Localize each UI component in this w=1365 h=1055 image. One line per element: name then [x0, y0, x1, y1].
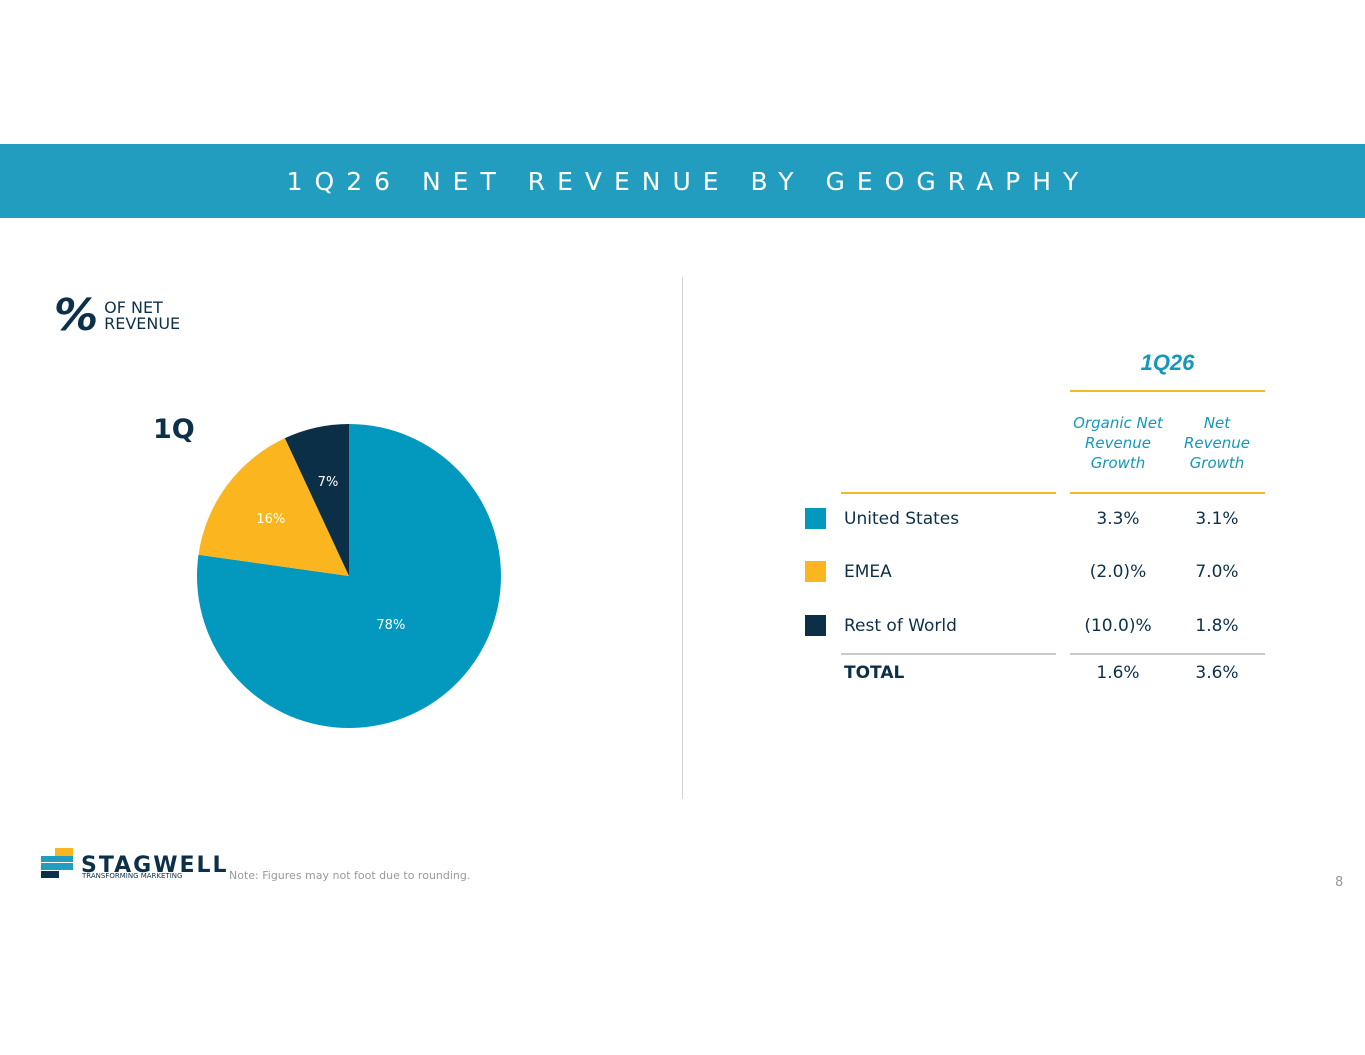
rest-of-world-swatch [805, 615, 826, 636]
pie-panel-label: % OF NET REVENUE [54, 290, 180, 341]
period-rule [1070, 390, 1265, 392]
organic-header-line-1: Organic Net [1073, 414, 1163, 432]
table-row-rest-of-world: Rest of World (10.0)% 1.8% [805, 615, 1275, 637]
net-growth-value: 3.1% [1195, 509, 1239, 529]
organic-growth-value: (10.0)% [1084, 616, 1152, 636]
percent-icon: % [54, 290, 99, 341]
total-organic-growth: 1.6% [1096, 663, 1140, 683]
emea-swatch [805, 561, 826, 582]
row-label: EMEA [844, 562, 892, 582]
logo-wordmark: STAGWELL [81, 853, 229, 878]
stagwell-logo: STAGWELL TRANSFORMING MARKETING [41, 848, 227, 885]
logo-tagline: TRANSFORMING MARKETING [82, 872, 183, 880]
pie-slice-rest-of-world [284, 424, 349, 576]
pie-panel-caption: OF NET REVENUE [104, 300, 180, 332]
pie-label-emea: 16% [256, 512, 285, 527]
row-label: Rest of World [844, 616, 957, 636]
organic-growth-value: 3.3% [1096, 509, 1140, 529]
pie-label-rest-of-world: 7% [318, 475, 339, 490]
organic-growth-value: (2.0)% [1089, 562, 1147, 582]
table-row-total: TOTAL 1.6% 3.6% [805, 662, 1275, 684]
organic-header-line-3: Growth [1090, 454, 1146, 472]
pie-slice-united-states [197, 424, 502, 728]
row-label: United States [844, 509, 960, 529]
table-period-header: 1Q26 [1140, 350, 1195, 375]
stagwell-logo-mark-icon [41, 848, 73, 878]
panel-divider [682, 277, 683, 799]
total-label: TOTAL [844, 663, 905, 683]
net-header-line-1: Net [1203, 414, 1231, 432]
net-header-line-2: Revenue [1184, 434, 1250, 452]
net-growth-header: Net Revenue Growth [1169, 413, 1265, 473]
pie-label-united-states: 78% [376, 618, 405, 633]
table-row-united-states: United States 3.3% 3.1% [805, 508, 1275, 530]
organic-header-line-2: Revenue [1085, 434, 1151, 452]
total-rule-values [1070, 653, 1265, 655]
footnote: Note: Figures may not foot due to roundi… [229, 869, 471, 882]
organic-growth-header: Organic Net Revenue Growth [1070, 413, 1166, 473]
total-rule-label [841, 653, 1056, 655]
net-growth-value: 1.8% [1195, 616, 1239, 636]
total-net-growth: 3.6% [1195, 663, 1239, 683]
net-growth-value: 7.0% [1195, 562, 1239, 582]
header-rule-label [841, 492, 1056, 494]
page-title: 1Q26 NET REVENUE BY GEOGRAPHY [286, 166, 1091, 196]
table-row-emea: EMEA (2.0)% 7.0% [805, 561, 1275, 583]
pie-period-label: 1Q [153, 414, 195, 445]
pie-slice-emea [198, 438, 349, 576]
pie-chart: 78% 16% 7% [197, 424, 502, 728]
page-number: 8 [1335, 875, 1344, 890]
title-banner: 1Q26 NET REVENUE BY GEOGRAPHY [0, 144, 1365, 218]
net-header-line-3: Growth [1189, 454, 1245, 472]
header-rule-values [1070, 492, 1265, 494]
caption-line-2: REVENUE [104, 314, 181, 333]
caption-line-1: OF NET [104, 298, 163, 317]
united-states-swatch [805, 508, 826, 529]
